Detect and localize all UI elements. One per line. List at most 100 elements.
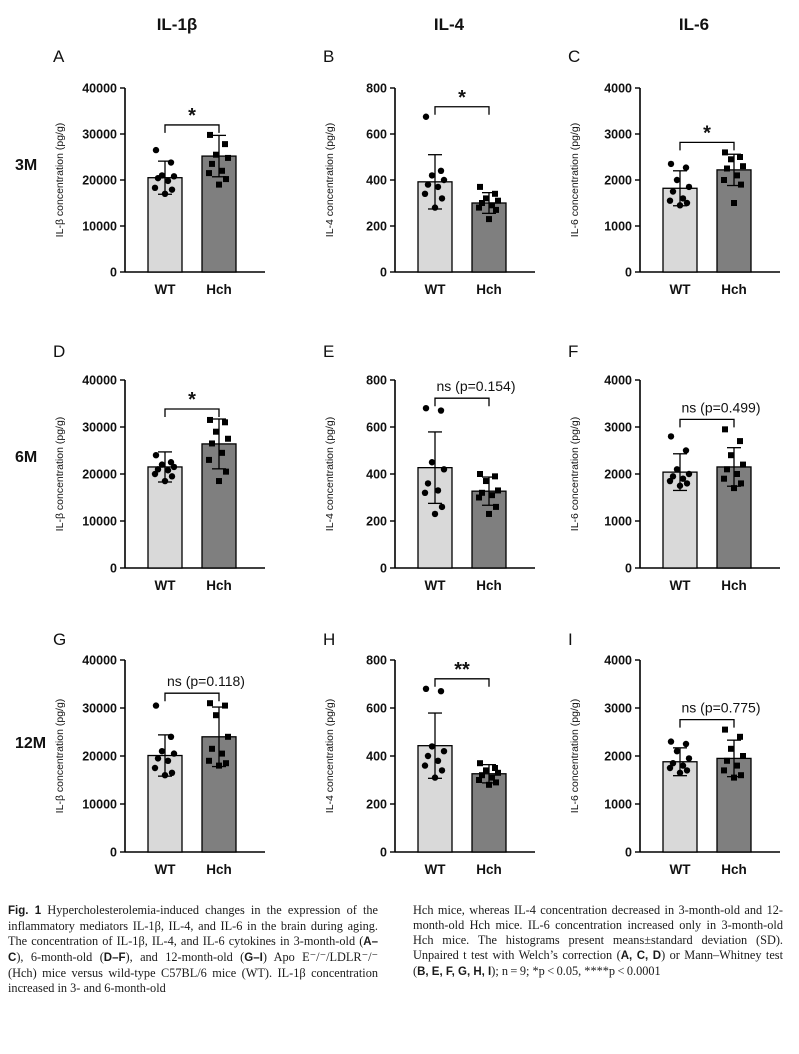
data-point-hch [728, 745, 734, 752]
data-point-hch [722, 426, 728, 433]
data-point-hch [219, 167, 225, 174]
panel-g: G IL-β concentration (pg/g) 0 10000 20000 300… [53, 630, 265, 877]
data-point-hch [740, 163, 746, 170]
data-point-wt [431, 204, 439, 211]
data-point-wt [440, 176, 448, 184]
data-point-wt [428, 459, 436, 466]
caption-text: ) Apo E⁻/⁻/LDLR⁻/⁻ (Hch) mice versus wil… [8, 950, 378, 995]
y-tick-label: 10000 [82, 798, 117, 812]
data-point-wt [434, 757, 442, 764]
data-point-wt [167, 159, 175, 166]
panel-c: C IL-6 concentration (pg/g) 0 1000 2000 3000 4… [568, 47, 780, 297]
y-axis-label: IL-β concentration (pg/g) [54, 699, 66, 814]
data-point-wt [676, 769, 684, 776]
data-point-hch [495, 487, 501, 494]
x-tick-label: Hch [721, 578, 747, 593]
data-point-hch [206, 170, 212, 177]
data-point-wt [438, 195, 446, 202]
data-point-hch [721, 177, 727, 183]
data-point-hch [225, 435, 231, 442]
panel-label: G [53, 630, 66, 649]
data-point-wt [682, 740, 690, 748]
caption-text: ), and 12-month-old ( [125, 950, 245, 964]
data-point-wt [421, 190, 429, 197]
data-point-wt [682, 447, 690, 454]
significance-bracket [434, 397, 490, 407]
significance-bracket [164, 124, 220, 133]
y-tick-label: 2000 [604, 174, 632, 188]
x-tick-label: Hch [721, 282, 747, 297]
y-axis-label: IL-6 concentration (pg/g) [569, 699, 581, 813]
data-point-wt [421, 762, 429, 769]
data-point-hch [223, 176, 229, 183]
y-tick-label: 400 [366, 750, 387, 764]
caption-right: Hch mice, whereas IL-4 concentration dec… [413, 903, 783, 980]
data-point-hch [216, 181, 222, 188]
data-point-wt [682, 164, 690, 171]
x-tick-label: WT [425, 282, 447, 297]
data-point-wt [428, 743, 436, 750]
panel-b: B IL-4 concentration (pg/g) 0 200 400 600 800 W… [323, 47, 535, 297]
data-point-wt [679, 475, 687, 482]
data-point-hch [477, 183, 483, 190]
data-point-wt [152, 452, 160, 459]
data-point-wt [676, 202, 684, 209]
data-point-hch [207, 700, 213, 707]
data-point-hch [724, 757, 730, 764]
data-point-hch [223, 760, 229, 767]
y-tick-label: 600 [366, 702, 387, 716]
data-point-wt [431, 510, 439, 518]
data-point-hch [476, 204, 482, 211]
y-tick-label: 0 [625, 266, 632, 280]
data-point-hch [724, 165, 730, 172]
data-point-hch [223, 468, 229, 475]
y-tick-label: 30000 [82, 421, 117, 435]
x-tick-label: Hch [206, 862, 232, 877]
x-tick-label: WT [670, 578, 692, 593]
significance-label: * [188, 105, 196, 127]
x-tick-label: WT [425, 862, 447, 877]
data-point-hch [476, 494, 482, 501]
significance-bracket [164, 692, 220, 702]
data-point-hch [738, 181, 744, 188]
data-point-wt [673, 748, 681, 755]
y-axis-label: IL-β concentration (pg/g) [54, 417, 66, 532]
data-point-hch [207, 416, 213, 423]
x-tick-label: Hch [206, 282, 232, 297]
data-point-wt [669, 473, 677, 480]
data-point-wt [434, 183, 442, 191]
panel-label: A [53, 47, 65, 66]
data-point-hch [213, 712, 219, 719]
data-point-hch [483, 478, 489, 485]
y-tick-label: 400 [366, 468, 387, 482]
data-point-wt [422, 405, 430, 412]
y-tick-label: 400 [366, 174, 387, 188]
data-point-wt [158, 461, 166, 468]
data-point-wt [164, 467, 172, 474]
data-point-wt [673, 466, 681, 473]
y-tick-label: 1000 [604, 515, 632, 529]
y-tick-label: 3000 [604, 421, 632, 435]
y-tick-label: 800 [366, 82, 387, 96]
data-point-wt [421, 489, 429, 496]
data-point-wt [669, 760, 677, 767]
data-point-wt [676, 482, 684, 489]
data-point-hch [479, 489, 485, 496]
caption-left: Fig. 1 Hypercholesterolemia-induced chan… [8, 903, 378, 996]
data-point-hch [486, 216, 492, 223]
y-tick-label: 0 [625, 562, 632, 576]
data-point-wt [667, 738, 675, 745]
panel-h: H IL-4 concentration (pg/g) 0 200 400 600 800 W… [323, 630, 535, 877]
significance-label: * [703, 122, 711, 144]
data-point-hch [738, 480, 744, 487]
data-point-wt [424, 752, 432, 760]
data-point-wt [164, 177, 172, 185]
y-tick-label: 20000 [82, 174, 117, 188]
data-point-hch [495, 769, 501, 776]
significance-bracket [679, 418, 735, 428]
data-point-wt [434, 487, 442, 494]
panel-label: I [568, 630, 573, 649]
data-point-wt [669, 188, 677, 195]
data-point-wt [666, 197, 674, 204]
column-header: IL-4 [434, 15, 465, 34]
